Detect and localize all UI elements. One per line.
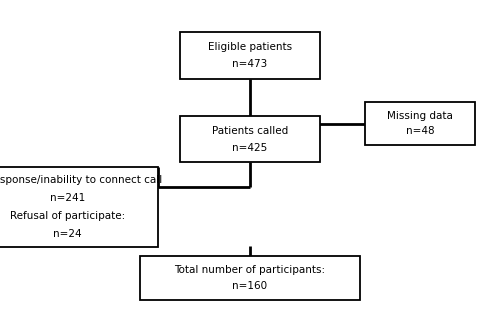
Text: n=241: n=241: [50, 193, 85, 203]
Text: Missing data: Missing data: [387, 111, 453, 121]
Text: No response/inability to connect call: No response/inability to connect call: [0, 175, 162, 185]
Bar: [365, 102, 475, 145]
Text: n=24: n=24: [53, 229, 82, 239]
Bar: [180, 116, 320, 162]
Bar: [140, 256, 360, 300]
Text: Refusal of participate:: Refusal of participate:: [10, 211, 125, 221]
Text: Eligible patients: Eligible patients: [208, 42, 292, 52]
Text: n=473: n=473: [232, 59, 268, 69]
Bar: [0, 167, 158, 247]
Bar: [180, 32, 320, 79]
Text: n=48: n=48: [406, 126, 434, 136]
Text: n=425: n=425: [232, 142, 268, 153]
Text: Total number of participants:: Total number of participants:: [174, 265, 326, 275]
Text: n=160: n=160: [232, 281, 268, 291]
Text: Patients called: Patients called: [212, 125, 288, 136]
